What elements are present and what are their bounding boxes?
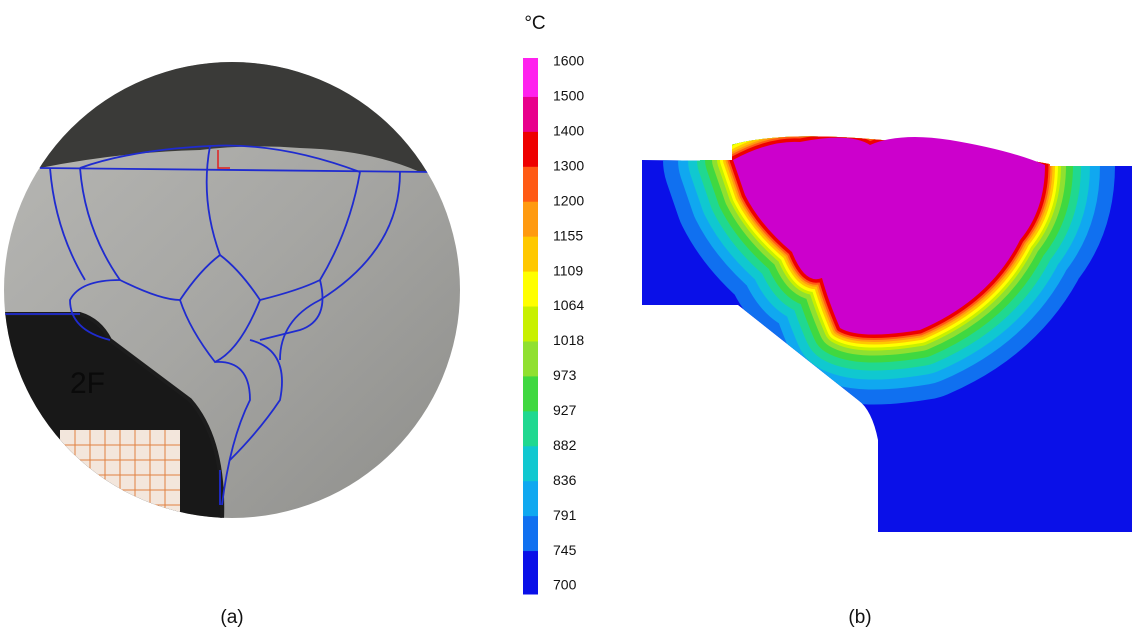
colorbar-band <box>523 97 538 132</box>
colorbar-band <box>523 272 538 307</box>
colorbar-tick-label: 745 <box>553 542 577 558</box>
colorbar-unit: °C <box>524 13 545 34</box>
colorbar-tick-label: 700 <box>553 577 577 593</box>
colorbar-band <box>523 446 538 481</box>
colorbar-tick-label: 882 <box>553 437 577 453</box>
colorbar-tick-label: 927 <box>553 402 577 418</box>
colorbar-band <box>523 341 538 376</box>
colorbar: 1600 1500 1400 1300 1200 1155 1109 1064 1018 973 9… <box>523 53 584 595</box>
caption: (a) <box>220 607 243 628</box>
caption: (b) <box>848 607 871 628</box>
colorbar-band <box>523 237 538 272</box>
colorbar-tick-label: 1018 <box>553 332 584 348</box>
colorbar-band <box>523 132 538 167</box>
colorbar-band <box>523 551 538 594</box>
colorbar-tick-label: 1200 <box>553 192 584 208</box>
colorbar-tick-label: 1155 <box>553 227 583 243</box>
macrograph: 2F <box>0 60 470 520</box>
colorbar-tick-label: 791 <box>553 507 577 523</box>
colorbar-tick-label: 1109 <box>553 262 583 278</box>
svg-text:2F: 2F <box>70 367 105 400</box>
colorbar-band <box>523 202 538 237</box>
colorbar-band <box>523 167 538 202</box>
colorbar-tick-label: 1500 <box>553 88 584 104</box>
colorbar-tick-label: 1400 <box>553 123 584 139</box>
colorbar-band <box>523 376 538 411</box>
colorbar-tick-label: 1600 <box>553 53 584 69</box>
colorbar-band <box>523 516 538 551</box>
colorbar-band <box>523 481 538 516</box>
colorbar-tick-label: 1064 <box>553 297 584 313</box>
colorbar-band <box>523 307 538 342</box>
simulation <box>642 130 1132 532</box>
colorbar-band <box>523 58 538 97</box>
colorbar-tick-label: 973 <box>553 367 577 383</box>
figure: 2F <box>0 0 1132 636</box>
colorbar-tick-label: 1300 <box>553 158 584 174</box>
colorbar-tick-label: 836 <box>553 472 577 488</box>
colorbar-band <box>523 411 538 446</box>
